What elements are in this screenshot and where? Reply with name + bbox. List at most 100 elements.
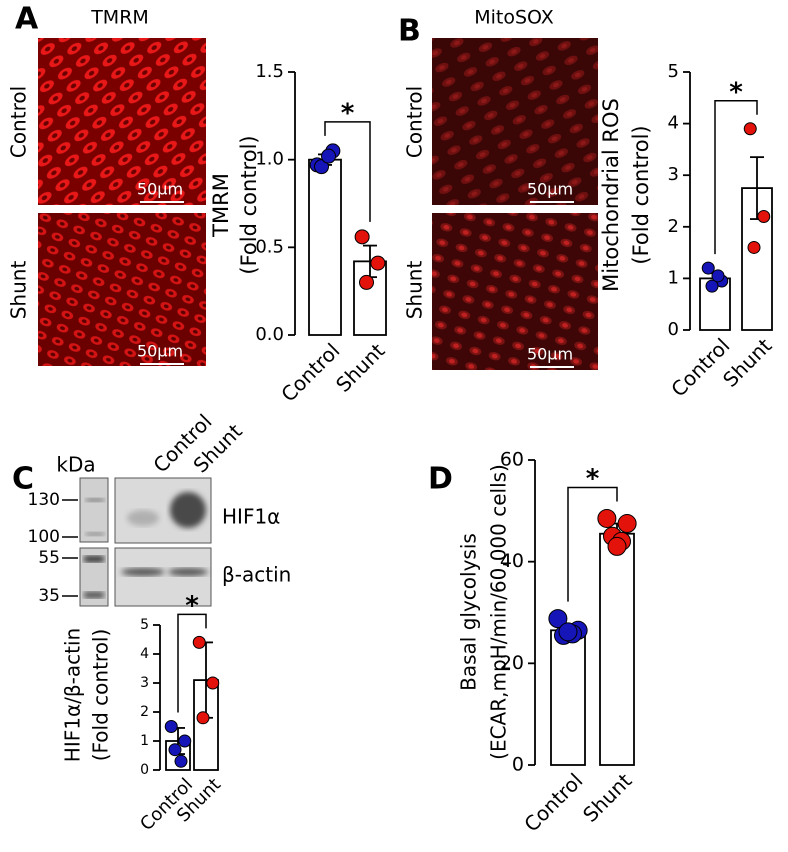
y-tick-label: 5 bbox=[140, 617, 149, 633]
scale-bar-label: 50µm bbox=[137, 342, 183, 361]
y-tick-label: 0 bbox=[668, 319, 679, 340]
data-point bbox=[178, 734, 192, 748]
data-point bbox=[370, 255, 386, 271]
data-point bbox=[757, 209, 771, 223]
y-axis-label: Mitochondrial ROS bbox=[599, 98, 623, 292]
y-tick-label: 1.5 bbox=[255, 61, 284, 82]
x-tick-label: Control bbox=[519, 768, 587, 836]
y-tick-label: 0 bbox=[140, 762, 149, 778]
significance-label: * bbox=[729, 77, 743, 107]
micrograph bbox=[38, 213, 206, 366]
x-tick-label: Shunt bbox=[331, 338, 389, 396]
micrograph bbox=[432, 38, 598, 205]
image-title: TMRM bbox=[90, 7, 149, 29]
y-tick-label: 60 bbox=[500, 449, 524, 471]
bar bbox=[550, 629, 586, 766]
data-point bbox=[196, 711, 210, 725]
blot-band bbox=[121, 568, 165, 576]
y-tick-label: 0 bbox=[512, 754, 524, 776]
data-point bbox=[359, 274, 374, 290]
data-point bbox=[607, 536, 627, 556]
bar bbox=[308, 158, 342, 336]
panel-letter: D bbox=[428, 462, 453, 497]
blot-band bbox=[170, 492, 206, 528]
x-tick-label: Control bbox=[276, 338, 344, 406]
y-tick-label: 5 bbox=[668, 61, 679, 82]
y-tick-label: 1.0 bbox=[255, 149, 284, 170]
x-tick-label: Shunt bbox=[578, 768, 636, 826]
data-point bbox=[354, 229, 370, 245]
data-point bbox=[164, 720, 178, 733]
ladder-band bbox=[86, 532, 104, 536]
micrograph bbox=[38, 38, 206, 205]
data-point bbox=[701, 261, 715, 275]
y-tick-label: 4 bbox=[668, 113, 679, 134]
marker-label: 55 bbox=[38, 548, 60, 568]
ladder-band bbox=[84, 592, 104, 598]
y-tick-label: 4 bbox=[140, 646, 149, 662]
data-point bbox=[174, 754, 188, 768]
scale-bar-label: 50µm bbox=[527, 345, 573, 364]
band-label: HIF1α bbox=[222, 505, 280, 529]
row-label: Shunt bbox=[7, 261, 31, 320]
y-tick-label: 0.5 bbox=[255, 236, 284, 257]
y-axis-label: TMRM bbox=[209, 173, 233, 238]
data-point bbox=[597, 508, 617, 528]
y-axis-label: (ECAR,mpH/min/60,000 cells) bbox=[487, 464, 511, 760]
y-tick-label: 1 bbox=[140, 733, 149, 749]
panel-letter: B bbox=[398, 14, 421, 49]
y-axis-label: (Fold control) bbox=[89, 629, 113, 762]
significance-bracket bbox=[567, 486, 618, 602]
x-tick-label: Shunt bbox=[718, 333, 776, 391]
data-point bbox=[711, 269, 725, 283]
y-tick-label: 1 bbox=[668, 267, 679, 288]
ladder-band bbox=[86, 498, 104, 502]
data-point bbox=[548, 609, 568, 629]
scale-bar-label: 50µm bbox=[527, 180, 573, 199]
significance-bracket bbox=[714, 100, 758, 255]
data-point bbox=[617, 514, 637, 534]
blot-band bbox=[168, 568, 208, 576]
bar bbox=[599, 532, 635, 766]
scale-bar-label: 50µm bbox=[137, 180, 183, 199]
data-point bbox=[705, 279, 719, 293]
row-label: Shunt bbox=[403, 261, 427, 320]
significance-label: * bbox=[185, 591, 199, 621]
marker-label: 35 bbox=[38, 586, 60, 606]
unit-label: kDa bbox=[56, 453, 95, 477]
y-tick-label: 2 bbox=[140, 704, 149, 720]
y-axis-label: Basal glycolysis bbox=[457, 533, 481, 691]
y-tick-label: 20 bbox=[500, 652, 524, 674]
y-axis-label: HIF1α/β-actin bbox=[61, 628, 85, 762]
data-point bbox=[168, 743, 182, 757]
data-point bbox=[314, 159, 329, 175]
band-label: β-actin bbox=[222, 563, 291, 587]
y-axis-label: (Fold control) bbox=[237, 135, 261, 274]
micrograph bbox=[432, 213, 598, 370]
significance-bracket bbox=[324, 121, 371, 222]
panel-letter: C bbox=[12, 462, 34, 497]
y-tick-label: 2 bbox=[668, 216, 679, 237]
y-tick-label: 0.0 bbox=[255, 324, 284, 345]
significance-label: * bbox=[586, 464, 600, 494]
panel-letter: A bbox=[15, 2, 39, 37]
ladder bbox=[79, 477, 109, 543]
data-point bbox=[743, 122, 757, 136]
data-point bbox=[558, 622, 578, 642]
data-point bbox=[321, 148, 336, 164]
image-title: MitoSOX bbox=[474, 7, 554, 29]
marker-label: 100 bbox=[28, 527, 60, 547]
bar bbox=[699, 277, 731, 331]
marker-label: 130 bbox=[28, 490, 60, 510]
y-tick-label: 3 bbox=[668, 164, 679, 185]
row-label: Control bbox=[403, 86, 427, 158]
data-point bbox=[206, 676, 220, 690]
blot bbox=[114, 547, 212, 607]
ladder-band bbox=[84, 556, 104, 562]
significance-label: * bbox=[341, 98, 355, 128]
y-tick-label: 3 bbox=[140, 675, 149, 691]
data-point bbox=[747, 240, 761, 254]
row-label: Control bbox=[7, 86, 31, 158]
y-axis-label: (Fold control) bbox=[629, 125, 653, 264]
